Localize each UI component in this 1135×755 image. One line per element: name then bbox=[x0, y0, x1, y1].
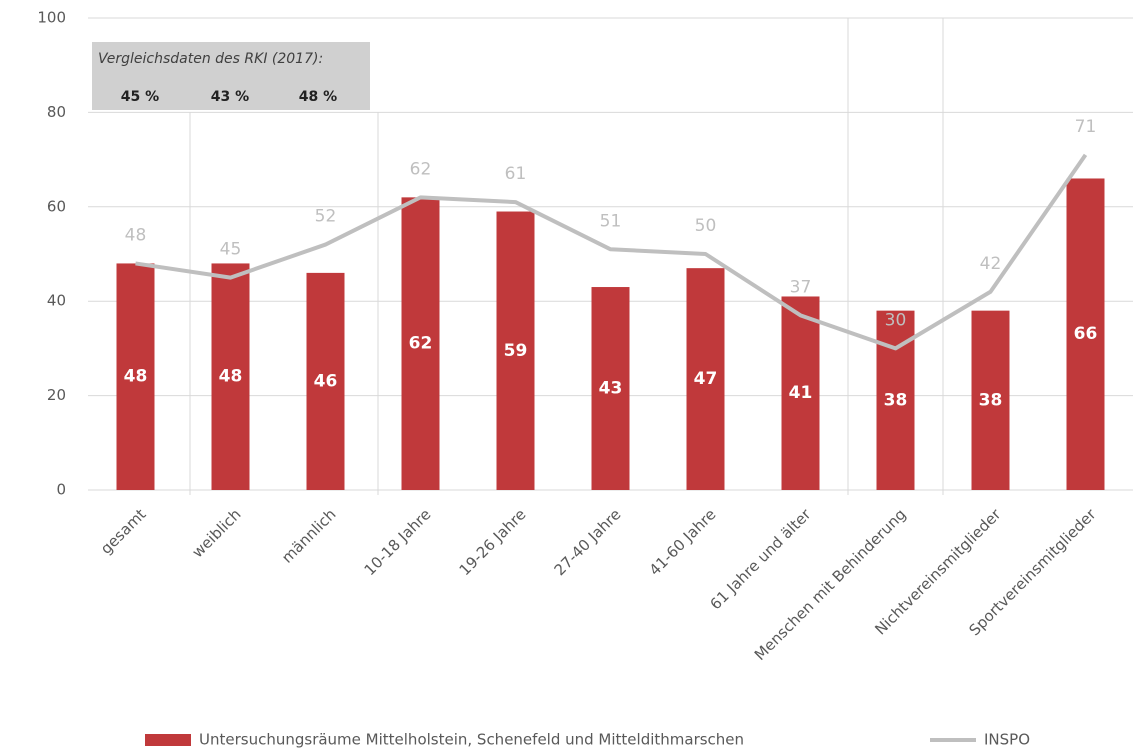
line bbox=[135, 153, 1088, 351]
annotation-item: 48 % bbox=[299, 89, 337, 105]
bar-value-label: 38 bbox=[884, 390, 908, 410]
line-value-label: 52 bbox=[315, 207, 337, 227]
bar-value-label: 41 bbox=[789, 383, 813, 403]
y-tick-label: 80 bbox=[47, 103, 66, 121]
legend-label: INSPO bbox=[984, 731, 1030, 749]
line-value-label: 71 bbox=[1075, 117, 1097, 137]
bar-value-label: 47 bbox=[694, 369, 718, 389]
x-tick-label: 19-26 Jahre bbox=[456, 505, 530, 579]
y-tick-label: 20 bbox=[47, 386, 66, 404]
line-value-label: 62 bbox=[410, 159, 432, 179]
x-tick-label: männlich bbox=[278, 505, 339, 566]
bar bbox=[116, 263, 155, 490]
x-tick-label: 61 Jahre und älter bbox=[706, 505, 815, 614]
bar-value-label: 66 bbox=[1074, 324, 1098, 344]
line-value-label: 30 bbox=[885, 310, 907, 330]
bar bbox=[1066, 178, 1105, 491]
annotation-text: Vergleichsdaten des RKI (2017): bbox=[98, 51, 323, 67]
x-tick-label: weiblich bbox=[188, 505, 244, 561]
x-tick-label: 41-60 Jahre bbox=[646, 505, 720, 579]
bar bbox=[781, 296, 820, 490]
bar bbox=[496, 211, 535, 490]
bar-value-label: 43 bbox=[599, 379, 623, 399]
bar bbox=[971, 310, 1010, 490]
annotation-box bbox=[92, 42, 370, 110]
annotation-item: 45 % bbox=[121, 89, 159, 105]
line-value-label: 51 bbox=[600, 211, 622, 231]
bar-value-label: 48 bbox=[219, 367, 243, 387]
bar bbox=[306, 272, 345, 490]
line-value-label: 45 bbox=[220, 240, 242, 260]
bar-value-label: 62 bbox=[409, 334, 433, 354]
line-value-label: 37 bbox=[790, 277, 812, 297]
x-tick-label: 27-40 Jahre bbox=[551, 505, 625, 579]
line-value-label: 61 bbox=[505, 164, 527, 184]
bar bbox=[686, 268, 725, 490]
legend-swatch bbox=[145, 734, 191, 746]
line-value-label: 50 bbox=[695, 216, 717, 236]
y-tick-label: 100 bbox=[37, 9, 66, 27]
y-tick-label: 60 bbox=[47, 197, 66, 215]
x-tick-label: 10-18 Jahre bbox=[361, 505, 435, 579]
bar-value-label: 48 bbox=[124, 367, 148, 387]
legend-label: Untersuchungsräume Mittelholstein, Schen… bbox=[199, 731, 744, 749]
line-value-label: 42 bbox=[980, 254, 1002, 274]
bar bbox=[591, 287, 630, 490]
x-tick-label: gesamt bbox=[97, 505, 150, 558]
bar-value-label: 59 bbox=[504, 341, 528, 361]
bar bbox=[211, 263, 250, 490]
y-tick-label: 0 bbox=[56, 481, 66, 499]
line-value-label: 48 bbox=[125, 225, 147, 245]
annotation-item: 43 % bbox=[211, 89, 249, 105]
bar-value-label: 46 bbox=[314, 371, 338, 391]
y-tick-label: 40 bbox=[47, 292, 66, 310]
bar bbox=[401, 197, 440, 491]
x-tick-label: Menschen mit Behinderung bbox=[751, 505, 910, 664]
bar-value-label: 38 bbox=[979, 390, 1003, 410]
